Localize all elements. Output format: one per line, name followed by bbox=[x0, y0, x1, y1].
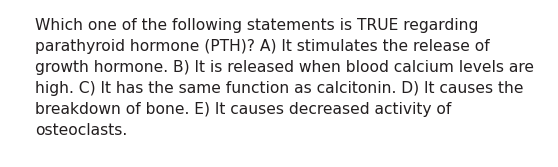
Text: Which one of the following statements is TRUE regarding
parathyroid hormone (PTH: Which one of the following statements is… bbox=[35, 18, 534, 138]
